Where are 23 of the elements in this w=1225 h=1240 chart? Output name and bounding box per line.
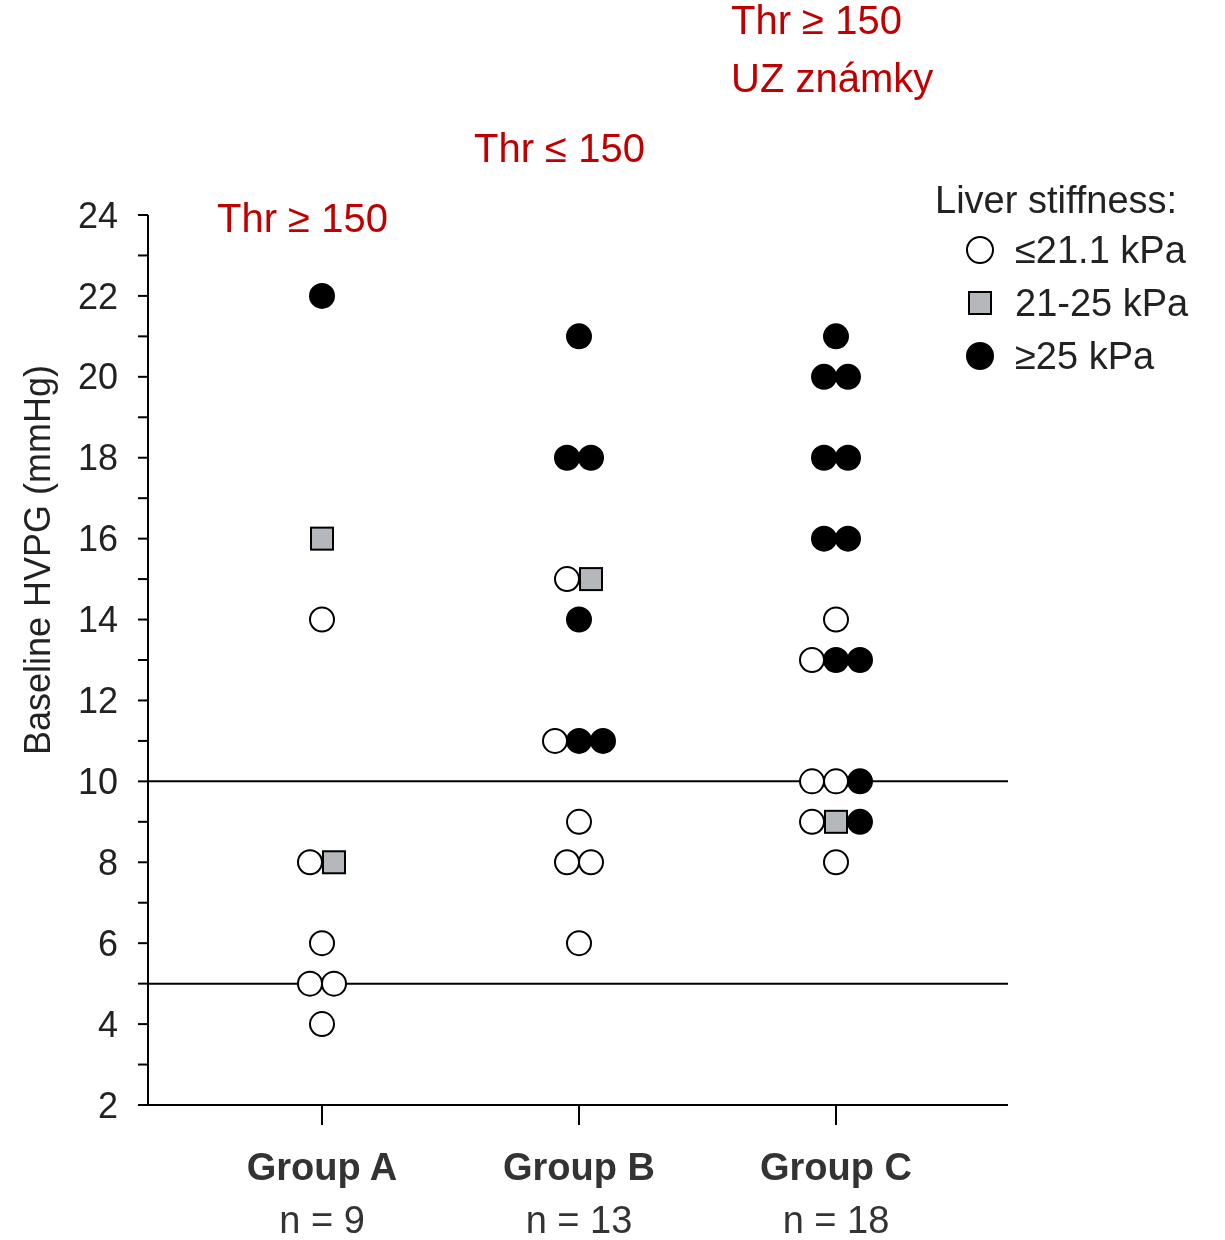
x-tick-label: Group C n = 18 bbox=[760, 1146, 912, 1240]
annotation: Thr ≥ 150 bbox=[217, 196, 388, 240]
y-tick-label: 20 bbox=[77, 356, 118, 398]
legend-label: 21-25 kPa bbox=[1015, 282, 1190, 325]
y-tick-label: 24 bbox=[77, 194, 118, 236]
text: Thr ≤ 150 bbox=[474, 126, 645, 170]
y-tick-label: 6 bbox=[97, 922, 118, 964]
y-tick-label: 8 bbox=[97, 841, 118, 883]
x-tick-label: Group B n = 13 bbox=[503, 1146, 655, 1240]
y-axis-title: Baseline HVPG (mmHg) bbox=[17, 364, 58, 756]
legend-label: ≥25 kPa bbox=[1015, 335, 1156, 378]
y-tick-label: 14 bbox=[77, 599, 118, 641]
legend-label: ≤21.1 kPa bbox=[1015, 229, 1187, 272]
text: Thr ≥ 150 UZ známky bbox=[731, 0, 934, 100]
y-tick-label: 22 bbox=[77, 275, 118, 317]
y-tick-label: 2 bbox=[97, 1084, 118, 1126]
x-tick-label: Group A n = 9 bbox=[246, 1146, 398, 1240]
legend-title: Liver stiffness: bbox=[935, 179, 1178, 221]
y-tick-label: 16 bbox=[77, 518, 118, 560]
y-tick-label: 18 bbox=[77, 437, 118, 479]
y-tick-label: 4 bbox=[97, 1003, 118, 1045]
y-tick-label: 12 bbox=[77, 680, 118, 722]
y-tick-label: 10 bbox=[77, 760, 118, 802]
